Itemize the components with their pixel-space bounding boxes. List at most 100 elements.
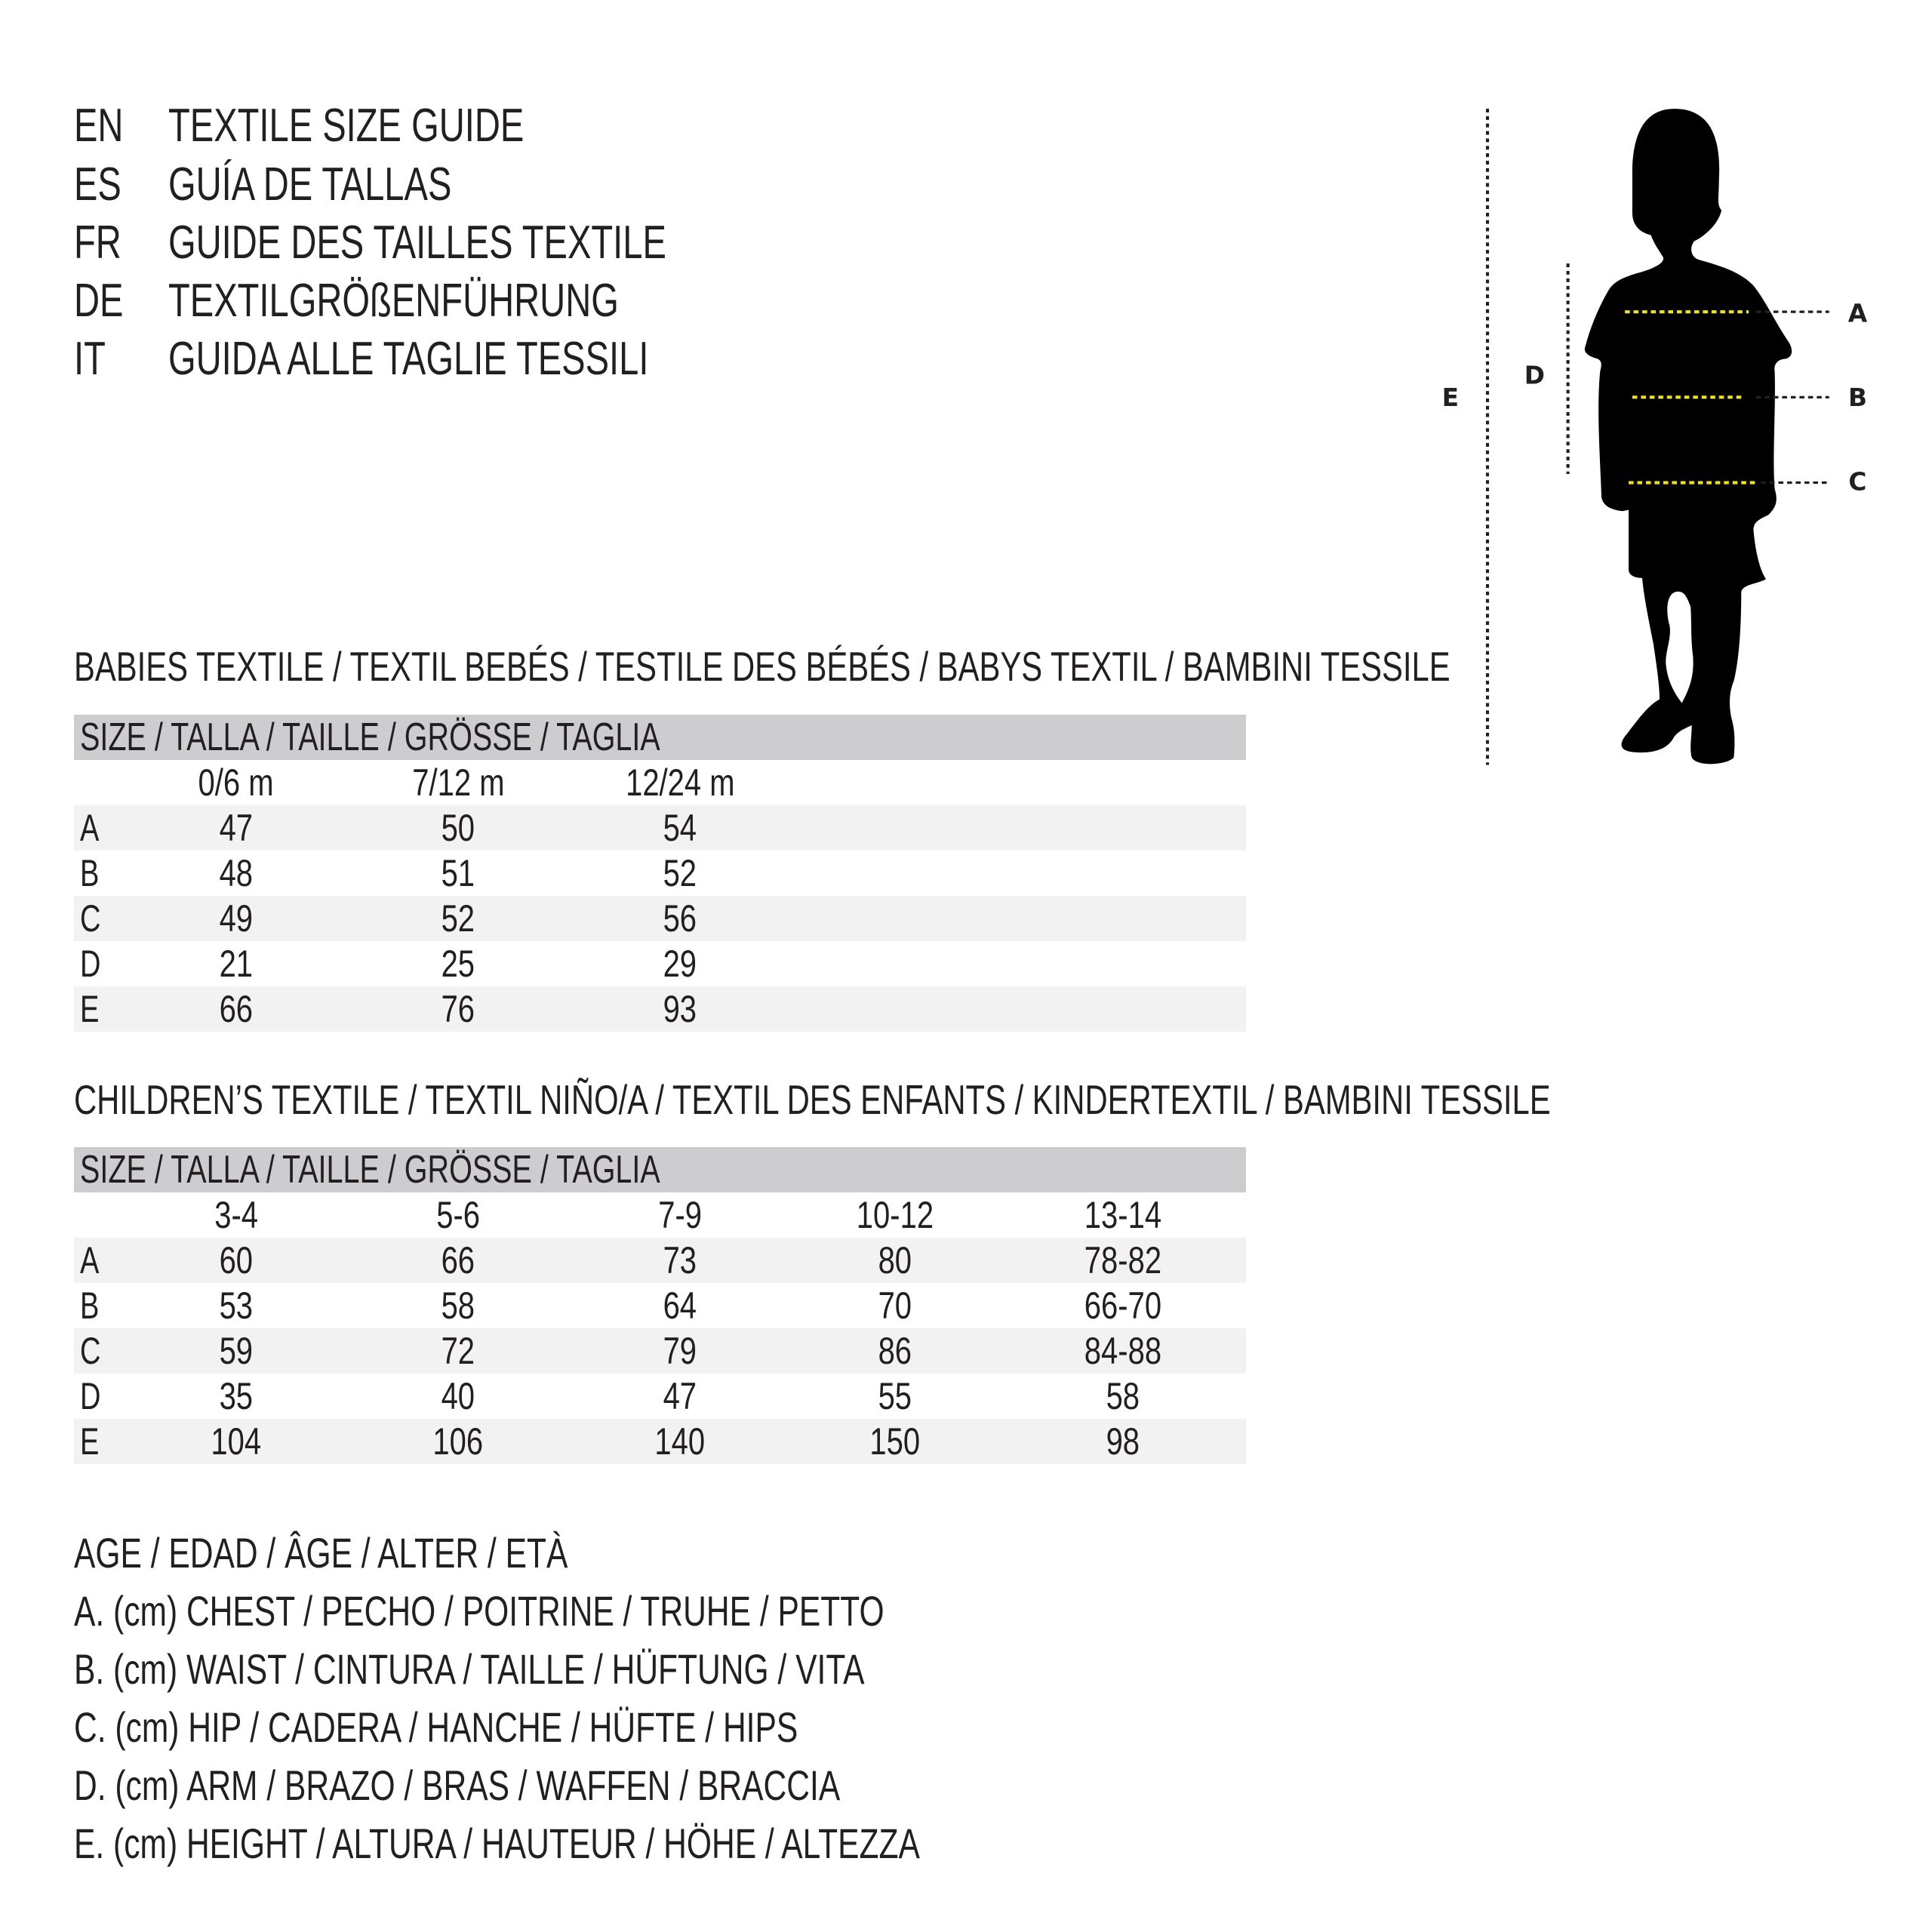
- cell-value: 51: [441, 852, 475, 894]
- cell-value: 78-82: [1084, 1239, 1162, 1281]
- table-cell: 58: [1032, 1374, 1214, 1419]
- table-row: B 48 51 52: [74, 851, 1246, 896]
- table-row: D 21 25 29: [74, 941, 1246, 986]
- row-label-text: B: [80, 852, 100, 894]
- cell-value: 73: [663, 1239, 697, 1281]
- child-silhouette-icon: [1584, 109, 1792, 764]
- table-cell: 35: [146, 1374, 327, 1419]
- table-row: E 104 106 140 150 98: [74, 1419, 1246, 1464]
- table-cell: 29: [589, 941, 771, 986]
- table-cell: 53: [146, 1283, 327, 1328]
- table-cell: 52: [368, 896, 549, 941]
- table-cell: 66: [368, 1238, 549, 1283]
- legend-age: AGE / EDAD / ÂGE / ALTER / ETÀ: [74, 1529, 724, 1577]
- chest-measure: A: [1625, 299, 1868, 328]
- column-header-text: 7-9: [658, 1194, 702, 1236]
- legend-text: C. (cm) HIP / CADERA / HANCHE / HÜFTE / …: [74, 1703, 798, 1751]
- cell-value: 54: [663, 807, 697, 849]
- row-label: D: [80, 941, 107, 986]
- table-cell: 25: [368, 941, 549, 986]
- table-cell: 50: [368, 805, 549, 851]
- row-label-text: E: [80, 988, 100, 1030]
- cell-value: 70: [878, 1284, 912, 1327]
- column-header-text: 5-6: [436, 1194, 480, 1236]
- column-header-row: 0/6 m 7/12 m 12/24 m: [74, 760, 1246, 805]
- table-cell: 66-70: [1032, 1283, 1214, 1328]
- table-cell: 55: [804, 1374, 986, 1419]
- column-header: 7-9: [589, 1192, 771, 1238]
- cell-value: 72: [441, 1330, 475, 1372]
- table-row: D 35 40 47 55 58: [74, 1374, 1246, 1419]
- cell-value: 56: [663, 897, 697, 940]
- row-label: C: [80, 896, 107, 941]
- table-cell: 58: [368, 1283, 549, 1328]
- column-header: 3-4: [146, 1192, 327, 1238]
- column-header-text: 3-4: [214, 1194, 258, 1236]
- cell-value: 64: [663, 1284, 697, 1327]
- size-header-label: SIZE / TALLA / TAILLE / GRÖSSE / TAGLIA: [80, 715, 660, 759]
- babies-size-table: SIZE / TALLA / TAILLE / GRÖSSE / TAGLIA 0…: [74, 715, 1246, 1032]
- row-label-text: D: [80, 1375, 101, 1417]
- table-cell: 80: [804, 1238, 986, 1283]
- language-code: ES: [74, 158, 122, 211]
- row-label: D: [80, 1374, 107, 1419]
- cell-value: 80: [878, 1239, 912, 1281]
- cell-value: 84-88: [1084, 1330, 1162, 1372]
- column-header: 7/12 m: [368, 760, 549, 805]
- label-b: B: [1848, 383, 1867, 412]
- column-header-text: 10-12: [856, 1194, 934, 1236]
- table-cell: 52: [589, 851, 771, 896]
- table-cell: 59: [146, 1328, 327, 1374]
- row-label-text: A: [80, 807, 100, 849]
- cell-value: 49: [219, 897, 254, 940]
- cell-value: 79: [663, 1330, 697, 1372]
- table-cell: 47: [589, 1374, 771, 1419]
- cell-value: 52: [663, 852, 697, 894]
- row-label: B: [80, 1283, 105, 1328]
- children-heading: CHILDREN’S TEXTILE / TEXTIL NIÑO/A / TEX…: [74, 1075, 1932, 1124]
- table-cell: 106: [368, 1419, 549, 1464]
- table-cell: 49: [146, 896, 327, 941]
- table-cell: 40: [368, 1374, 549, 1419]
- table-cell: 98: [1032, 1419, 1214, 1464]
- table-cell: 64: [589, 1283, 771, 1328]
- table-row: C 49 52 56: [74, 896, 1246, 941]
- table-cell: 76: [368, 986, 549, 1032]
- table-row: A 47 50 54: [74, 805, 1246, 851]
- title-fr: FR GUIDE DES TAILLES TEXTILE: [74, 217, 829, 269]
- table-cell: 86: [804, 1328, 986, 1374]
- language-code: FR: [74, 217, 122, 269]
- babies-heading-text: BABIES TEXTILE / TEXTIL BEBÉS / TESTILE …: [74, 643, 1451, 690]
- row-label: E: [80, 986, 105, 1032]
- title-text: GUIDA ALLE TAGLIE TESSILI: [168, 333, 649, 385]
- cell-value: 66: [219, 988, 254, 1030]
- size-header-bar: SIZE / TALLA / TAILLE / GRÖSSE / TAGLIA: [74, 715, 1246, 760]
- cell-value: 140: [654, 1420, 706, 1463]
- table-cell: 47: [146, 805, 327, 851]
- cell-value: 48: [219, 852, 254, 894]
- cell-value: 52: [441, 897, 475, 940]
- label-c: C: [1848, 467, 1866, 496]
- row-label-text: C: [80, 1330, 101, 1372]
- cell-value: 106: [432, 1420, 484, 1463]
- children-heading-text: CHILDREN’S TEXTILE / TEXTIL NIÑO/A / TEX…: [74, 1076, 1551, 1123]
- cell-value: 66-70: [1084, 1284, 1162, 1327]
- cell-value: 47: [663, 1375, 697, 1417]
- cell-value: 40: [441, 1375, 475, 1417]
- table-cell: 21: [146, 941, 327, 986]
- column-header: 0/6 m: [146, 760, 327, 805]
- table-cell: 60: [146, 1238, 327, 1283]
- legend-text: A. (cm) CHEST / PECHO / POITRINE / TRUHE…: [74, 1587, 884, 1635]
- cell-value: 59: [219, 1330, 254, 1372]
- size-header-label: SIZE / TALLA / TAILLE / GRÖSSE / TAGLIA: [80, 1148, 660, 1192]
- legend-text: AGE / EDAD / ÂGE / ALTER / ETÀ: [74, 1529, 568, 1577]
- legend-text: E. (cm) HEIGHT / ALTURA / HAUTEUR / HÖHE…: [74, 1820, 920, 1867]
- table-cell: 84-88: [1032, 1328, 1214, 1374]
- table-cell: 93: [589, 986, 771, 1032]
- column-header: 10-12: [804, 1192, 986, 1238]
- cell-value: 53: [219, 1284, 254, 1327]
- label-a: A: [1848, 299, 1868, 328]
- title-text: GUIDE DES TAILLES TEXTILE: [168, 217, 666, 269]
- table-cell: 56: [589, 896, 771, 941]
- title-text: GUÍA DE TALLAS: [168, 158, 452, 211]
